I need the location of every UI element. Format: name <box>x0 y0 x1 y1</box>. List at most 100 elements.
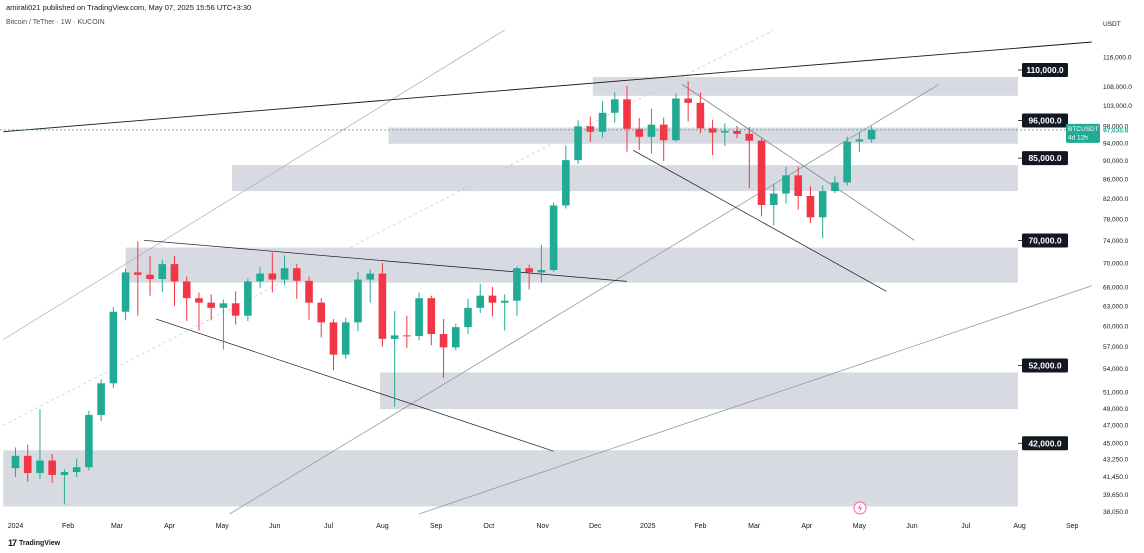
candle[interactable] <box>867 126 876 143</box>
wedge-upper-line[interactable] <box>681 84 915 241</box>
candle[interactable] <box>586 116 595 142</box>
candle[interactable] <box>390 311 399 407</box>
channel-mid-dashed-line[interactable] <box>3 29 774 426</box>
candle[interactable] <box>525 264 533 290</box>
candle[interactable] <box>733 125 741 139</box>
candle[interactable] <box>696 92 705 134</box>
wedge-lower-line[interactable] <box>632 149 887 292</box>
candle[interactable] <box>488 286 497 317</box>
candle[interactable] <box>549 202 558 272</box>
symbol-info[interactable]: Bitcoin / TeTher · 1W · KUCOIN <box>6 19 105 26</box>
candle[interactable] <box>855 132 864 153</box>
time-tick-label: Apr <box>164 523 176 530</box>
candle[interactable] <box>121 268 130 321</box>
candle[interactable] <box>623 85 631 152</box>
candle[interactable] <box>36 409 44 479</box>
candle[interactable] <box>48 453 56 483</box>
candle[interactable] <box>562 145 570 209</box>
zone-label-850000[interactable]: 85,000.0 <box>1018 151 1068 166</box>
time-tick-label: Jul <box>961 523 970 530</box>
zone-420000[interactable] <box>3 450 1018 507</box>
candle[interactable] <box>60 469 69 505</box>
candle[interactable] <box>451 323 460 351</box>
channel-upper-line[interactable] <box>3 29 505 340</box>
zone-label-420000[interactable]: 42,000.0 <box>1018 436 1068 451</box>
zone-label-1100000[interactable]: 110,000.0 <box>1018 62 1068 77</box>
zone-1100000[interactable] <box>592 76 1018 96</box>
triangle-lower-line[interactable] <box>156 318 554 452</box>
candle[interactable] <box>831 176 839 194</box>
candle[interactable] <box>476 283 485 314</box>
candle[interactable] <box>85 410 93 471</box>
long-support-line[interactable] <box>418 285 1092 515</box>
triangle-upper-line[interactable] <box>143 239 628 282</box>
candle[interactable] <box>843 136 851 186</box>
candle[interactable] <box>207 294 215 321</box>
tradingview-logo[interactable]: 17 TradingView <box>8 538 60 548</box>
candle[interactable] <box>745 127 754 189</box>
candle[interactable] <box>610 92 619 123</box>
candle[interactable] <box>794 166 803 210</box>
candle[interactable] <box>769 183 778 226</box>
candle[interactable] <box>635 118 644 150</box>
candle[interactable] <box>195 292 203 331</box>
candle[interactable] <box>280 255 289 286</box>
zone-960000[interactable] <box>388 127 1018 144</box>
candle[interactable] <box>72 458 81 477</box>
candle[interactable] <box>244 278 252 322</box>
candle[interactable] <box>537 244 546 283</box>
candle[interactable] <box>574 120 582 164</box>
channel-lower-line[interactable] <box>229 84 940 515</box>
candle[interactable] <box>598 101 607 138</box>
candle[interactable] <box>708 119 717 156</box>
candle[interactable] <box>146 256 154 296</box>
candle[interactable] <box>403 315 411 349</box>
candle[interactable] <box>415 292 423 341</box>
candle[interactable] <box>659 117 668 162</box>
candle[interactable] <box>684 81 692 122</box>
candle[interactable] <box>782 166 790 204</box>
event-marker-icon[interactable] <box>853 501 867 515</box>
candle[interactable] <box>341 317 350 359</box>
candle[interactable] <box>818 185 827 239</box>
candle[interactable] <box>268 252 277 293</box>
candle[interactable] <box>256 267 264 289</box>
candle[interactable] <box>292 264 301 299</box>
candle[interactable] <box>464 298 472 334</box>
candle[interactable] <box>158 259 167 292</box>
candle[interactable] <box>231 291 240 325</box>
zone-520000[interactable] <box>379 372 1019 410</box>
candle[interactable] <box>500 294 509 331</box>
candle[interactable] <box>378 262 387 347</box>
candle[interactable] <box>109 307 118 388</box>
candle[interactable] <box>427 295 436 346</box>
zone-850000[interactable] <box>231 165 1018 192</box>
candle[interactable] <box>672 93 680 142</box>
candle[interactable] <box>513 266 521 316</box>
candle[interactable] <box>757 138 766 217</box>
candle[interactable] <box>23 444 32 482</box>
zone-label-960000[interactable]: 96,000.0 <box>1018 113 1068 128</box>
zone-label-700000[interactable]: 70,000.0 <box>1018 233 1068 248</box>
candle-body <box>329 322 338 355</box>
candle[interactable] <box>11 447 20 477</box>
candle[interactable] <box>721 123 729 146</box>
candle[interactable] <box>329 319 338 371</box>
candle[interactable] <box>305 276 313 320</box>
candle[interactable] <box>366 269 374 303</box>
candle[interactable] <box>354 271 362 332</box>
candle[interactable] <box>134 241 142 316</box>
candle[interactable] <box>439 319 448 378</box>
candle[interactable] <box>806 186 815 224</box>
candle[interactable] <box>182 276 191 322</box>
candle-body <box>818 191 827 218</box>
resistance-line[interactable] <box>3 41 1092 133</box>
candle[interactable] <box>317 298 326 338</box>
zone-label-520000[interactable]: 52,000.0 <box>1018 358 1068 373</box>
candle[interactable] <box>170 256 179 306</box>
candle-body <box>439 333 448 348</box>
candle[interactable] <box>647 108 656 154</box>
candle[interactable] <box>97 379 105 421</box>
candle[interactable] <box>219 299 228 350</box>
